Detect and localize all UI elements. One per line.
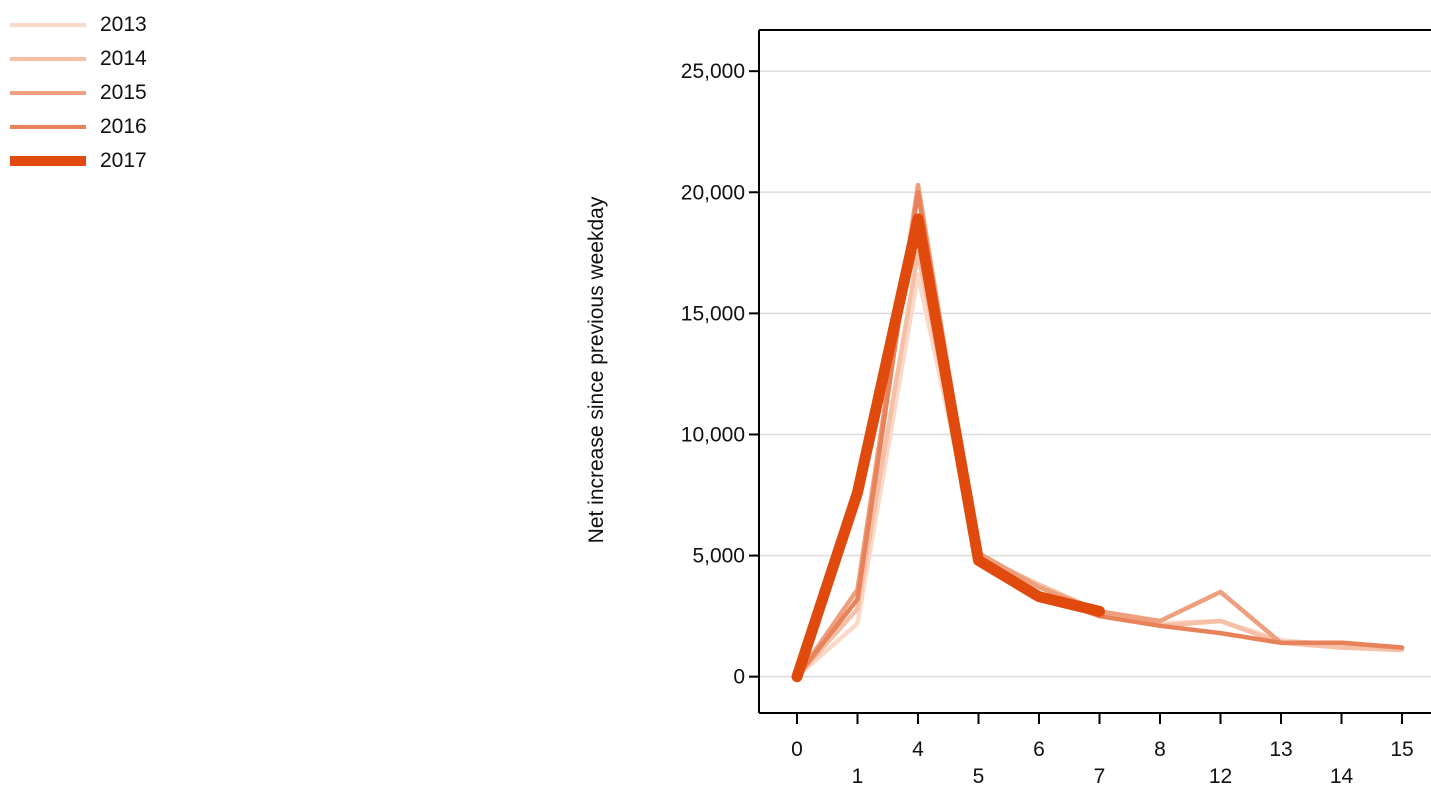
legend-item: 2015 <box>10 76 147 110</box>
x-tick-label: 7 <box>1094 765 1106 785</box>
y-tick-label: 15,000 <box>681 302 745 325</box>
x-tick-label: 6 <box>1033 738 1045 761</box>
y-tick-label: 20,000 <box>681 181 745 204</box>
legend-label: 2013 <box>100 13 147 36</box>
legend-item: 2013 <box>10 8 147 42</box>
y-tick-label: 25,000 <box>681 60 745 83</box>
legend-label: 2017 <box>100 149 147 172</box>
y-tick-label: 10,000 <box>681 423 745 446</box>
legend-item: 2017 <box>10 144 147 178</box>
x-tick-label: 0 <box>791 738 803 761</box>
series-line-2017 <box>791 213 1105 683</box>
legend-label: 2016 <box>100 115 147 138</box>
series-lines <box>791 182 1405 683</box>
x-tick-label: 5 <box>973 765 985 785</box>
y-tick-label: 5,000 <box>692 545 745 568</box>
legend-swatch <box>10 91 86 95</box>
legend-swatch <box>10 156 86 166</box>
x-tick-label: 12 <box>1209 765 1232 785</box>
x-tick-label: 8 <box>1154 738 1166 761</box>
chart-legend: 2013 2014 2015 2016 2017 <box>10 8 147 178</box>
legend-label: 2014 <box>100 47 147 70</box>
y-axis-label: Net increase since previous weekday <box>585 196 608 543</box>
legend-swatch <box>10 57 86 61</box>
legend-label: 2015 <box>100 81 147 104</box>
legend-swatch <box>10 125 86 129</box>
legend-item: 2016 <box>10 110 147 144</box>
legend-swatch <box>10 23 86 27</box>
axes <box>749 29 1431 724</box>
x-tick-label: 1 <box>852 765 864 785</box>
legend-item: 2014 <box>10 42 147 76</box>
tick-labels: 05,00010,00015,00020,00025,0000145678121… <box>681 60 1414 785</box>
x-tick-label: 15 <box>1390 738 1413 761</box>
x-tick-label: 4 <box>912 738 924 761</box>
x-tick-label: 14 <box>1330 765 1354 785</box>
y-tick-label: 0 <box>733 666 745 689</box>
x-tick-label: 13 <box>1269 738 1292 761</box>
